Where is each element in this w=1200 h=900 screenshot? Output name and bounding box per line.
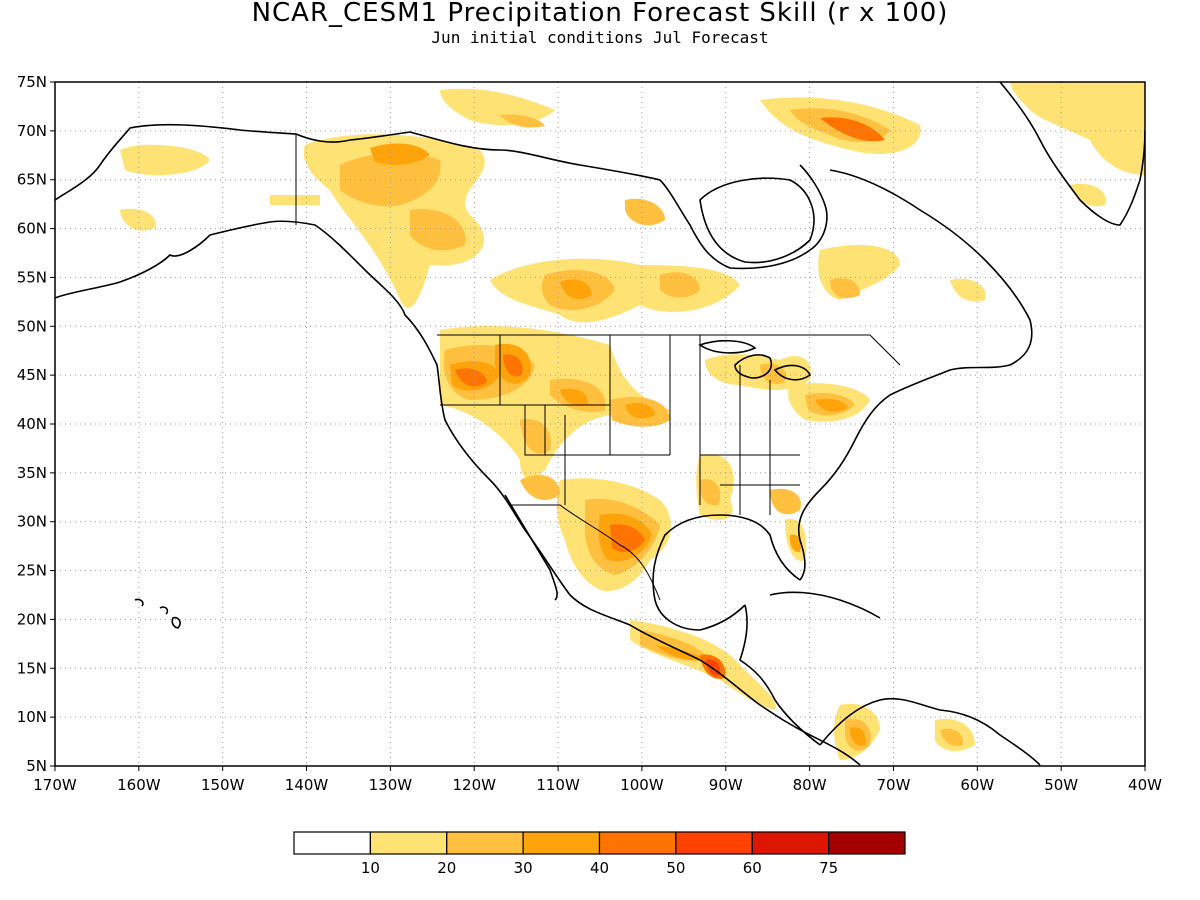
graticule	[55, 82, 1145, 766]
lon-tick-label: 140W	[285, 776, 329, 794]
skill-patch-hudson-west	[625, 198, 665, 226]
lon-tick-label: 60W	[960, 776, 994, 794]
colorbar-swatch	[598, 831, 677, 855]
skill-patch-georgia	[770, 488, 801, 515]
lat-tick-label: 5N	[26, 757, 47, 775]
lat-tick-label: 70N	[17, 122, 47, 140]
lat-tick-label: 55N	[17, 268, 47, 286]
lon-tick-label: 70W	[877, 776, 911, 794]
lon-tick-label: 130W	[369, 776, 413, 794]
lat-tick-label: 45N	[17, 366, 47, 384]
skill-patch-mid-atlantic-core	[815, 398, 848, 412]
skill-patch-greenland	[1010, 82, 1145, 175]
colorbar-swatch	[293, 831, 371, 855]
skill-patch-great-basin	[520, 419, 551, 454]
coastlines	[55, 82, 1145, 766]
lon-tick-label: 80W	[793, 776, 827, 794]
lon-tick-label: 90W	[709, 776, 743, 794]
lat-tick-label: 65N	[17, 171, 47, 189]
lon-tick-label: 100W	[620, 776, 664, 794]
lat-tick-label: 25N	[17, 562, 47, 580]
skill-patch-yukon-south	[410, 209, 466, 251]
skill-patch-florida-core	[789, 534, 801, 553]
lon-tick-label: 170W	[33, 776, 77, 794]
lat-tick-label: 50N	[17, 317, 47, 335]
colorbar-swatch	[828, 831, 906, 855]
lon-tick-label: 50W	[1044, 776, 1078, 794]
lat-tick-label: 30N	[17, 513, 47, 531]
colorbar-swatch	[522, 831, 601, 855]
colorbar-swatch	[751, 831, 830, 855]
skill-patch-arctic-core	[500, 114, 545, 128]
skill-patch-labrador-core	[830, 278, 860, 299]
skill-patch-newfoundland	[950, 278, 986, 302]
colorbar-label: 50	[666, 859, 685, 877]
skill-patch-venezuela-core	[940, 728, 964, 747]
lat-tick-label: 20N	[17, 610, 47, 628]
skill-patch-arctic-islands	[440, 88, 555, 126]
colorbar-label: 60	[743, 859, 762, 877]
lon-tick-label: 120W	[452, 776, 496, 794]
skill-patch-alaska-n	[270, 195, 320, 205]
skill-patch-alaska-sw	[120, 208, 156, 231]
skill-patch-central-canada-core	[560, 279, 592, 300]
skill-patch-ontario	[660, 272, 700, 298]
skill-patch-idaho-core	[503, 354, 523, 377]
colorbar: 10 20 30 40 50 60 75	[293, 831, 906, 877]
colorbar-label: 75	[819, 859, 838, 877]
skill-patch-central-canada	[490, 258, 740, 323]
lat-tick-label: 15N	[17, 659, 47, 677]
skill-patch-greenland-se	[1070, 183, 1106, 207]
colorbar-swatch	[446, 831, 524, 855]
colorbar-label: 40	[590, 859, 609, 877]
lon-tick-label: 40W	[1128, 776, 1162, 794]
skill-patch-alaska	[120, 144, 210, 176]
lon-tick-label: 150W	[201, 776, 245, 794]
lat-tick-label: 35N	[17, 464, 47, 482]
colorbar-label: 10	[361, 859, 380, 877]
skill-patch-wyoming-core	[560, 388, 589, 406]
skill-patch-yukon-core	[370, 143, 430, 166]
lat-tick-label: 10N	[17, 708, 47, 726]
skill-patch-southeast-core	[699, 479, 721, 506]
skill-patch-arizona	[520, 475, 560, 500]
political-borders	[295, 134, 901, 601]
lon-tick-label: 110W	[536, 776, 580, 794]
skill-patch-baffin-core	[820, 117, 885, 142]
lat-tick-label: 60N	[17, 220, 47, 238]
lat-tick-label: 40N	[17, 415, 47, 433]
colorbar-swatch	[369, 831, 448, 855]
skill-patch-texas-core	[610, 524, 645, 553]
skill-shading	[120, 82, 1145, 760]
skill-patch-kansas-core	[625, 403, 655, 419]
lat-tick-label: 75N	[17, 73, 47, 91]
skill-patch-colombia-core	[850, 727, 866, 746]
colorbar-label: 30	[514, 859, 533, 877]
lon-tick-label: 160W	[117, 776, 161, 794]
skill-patch-pnw-core	[455, 368, 487, 387]
colorbar-swatch	[675, 831, 753, 855]
colorbar-label: 20	[437, 859, 456, 877]
map-title: NCAR_CESM1 Precipitation Forecast Skill …	[251, 0, 949, 28]
map-subtitle: Jun initial conditions Jul Forecast	[431, 28, 769, 47]
